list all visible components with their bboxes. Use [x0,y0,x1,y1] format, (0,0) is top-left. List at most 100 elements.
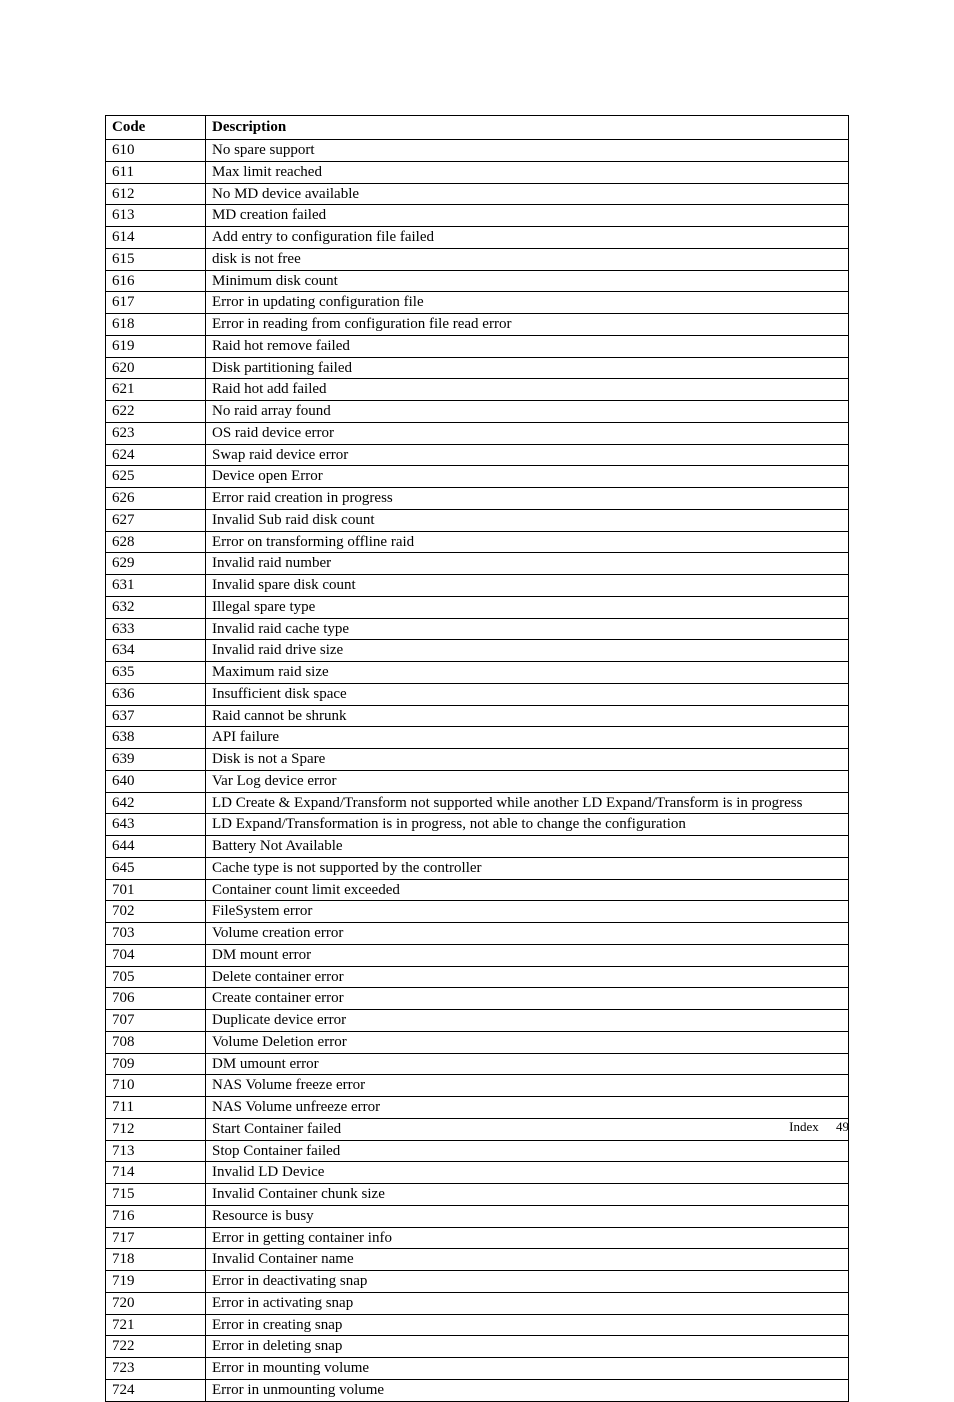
cell-code: 640 [106,770,206,792]
cell-code: 720 [106,1292,206,1314]
cell-description: Minimum disk count [206,270,849,292]
cell-description: Cache type is not supported by the contr… [206,857,849,879]
table-row: 712Start Container failed [106,1118,849,1140]
cell-code: 632 [106,596,206,618]
cell-description: Volume creation error [206,923,849,945]
cell-code: 713 [106,1140,206,1162]
table-row: 632Illegal spare type [106,596,849,618]
cell-code: 706 [106,988,206,1010]
cell-description: No spare support [206,140,849,162]
table-row: 704DM mount error [106,944,849,966]
table-row: 631Invalid spare disk count [106,575,849,597]
cell-description: LD Create & Expand/Transform not support… [206,792,849,814]
cell-description: Error in updating configuration file [206,292,849,314]
cell-description: Volume Deletion error [206,1031,849,1053]
cell-description: Delete container error [206,966,849,988]
table-row: 701Container count limit exceeded [106,879,849,901]
cell-description: disk is not free [206,248,849,270]
table-row: 640Var Log device error [106,770,849,792]
cell-description: OS raid device error [206,422,849,444]
cell-description: Error in unmounting volume [206,1379,849,1401]
table-row: 721Error in creating snap [106,1314,849,1336]
cell-description: No raid array found [206,401,849,423]
cell-description: Insufficient disk space [206,683,849,705]
page-footer: Index 49 [789,1119,849,1135]
table-row: 714Invalid LD Device [106,1162,849,1184]
table-row: 636Insufficient disk space [106,683,849,705]
cell-description: Add entry to configuration file failed [206,227,849,249]
cell-description: Invalid raid cache type [206,618,849,640]
table-row: 709DM umount error [106,1053,849,1075]
cell-description: Error in creating snap [206,1314,849,1336]
cell-code: 628 [106,531,206,553]
cell-code: 718 [106,1249,206,1271]
footer-page-number: 49 [836,1119,849,1134]
cell-code: 717 [106,1227,206,1249]
table-row: 645Cache type is not supported by the co… [106,857,849,879]
cell-description: Invalid spare disk count [206,575,849,597]
cell-description: Raid hot add failed [206,379,849,401]
cell-code: 618 [106,314,206,336]
cell-code: 634 [106,640,206,662]
cell-description: Maximum raid size [206,662,849,684]
table-row: 614Add entry to configuration file faile… [106,227,849,249]
cell-description: DM umount error [206,1053,849,1075]
cell-code: 721 [106,1314,206,1336]
cell-code: 702 [106,901,206,923]
table-row: 619Raid hot remove failed [106,335,849,357]
column-header-code: Code [106,116,206,140]
cell-description: Max limit reached [206,161,849,183]
table-row: 724Error in unmounting volume [106,1379,849,1401]
table-row: 627Invalid Sub raid disk count [106,509,849,531]
cell-code: 619 [106,335,206,357]
cell-code: 639 [106,749,206,771]
cell-code: 704 [106,944,206,966]
cell-code: 616 [106,270,206,292]
cell-code: 643 [106,814,206,836]
cell-description: Battery Not Available [206,836,849,858]
table-row: 618Error in reading from configuration f… [106,314,849,336]
cell-description: Start Container failed [206,1118,849,1140]
cell-code: 723 [106,1358,206,1380]
cell-description: Error raid creation in progress [206,488,849,510]
cell-description: Invalid raid number [206,553,849,575]
cell-code: 705 [106,966,206,988]
cell-description: Swap raid device error [206,444,849,466]
table-row: 716Resource is busy [106,1205,849,1227]
table-row: 621Raid hot add failed [106,379,849,401]
cell-description: API failure [206,727,849,749]
cell-code: 710 [106,1075,206,1097]
table-row: 703Volume creation error [106,923,849,945]
table-row: 638API failure [106,727,849,749]
cell-code: 631 [106,575,206,597]
cell-description: Illegal spare type [206,596,849,618]
table-row: 722Error in deleting snap [106,1336,849,1358]
cell-code: 701 [106,879,206,901]
cell-description: Error in mounting volume [206,1358,849,1380]
table-row: 717Error in getting container info [106,1227,849,1249]
cell-code: 613 [106,205,206,227]
cell-code: 716 [106,1205,206,1227]
cell-code: 722 [106,1336,206,1358]
table-header-row: Code Description [106,116,849,140]
cell-code: 624 [106,444,206,466]
cell-code: 623 [106,422,206,444]
cell-description: Error in activating snap [206,1292,849,1314]
cell-code: 645 [106,857,206,879]
table-row: 713Stop Container failed [106,1140,849,1162]
cell-description: Create container error [206,988,849,1010]
cell-code: 614 [106,227,206,249]
cell-code: 629 [106,553,206,575]
table-row: 628Error on transforming offline raid [106,531,849,553]
cell-code: 707 [106,1010,206,1032]
cell-description: LD Expand/Transformation is in progress,… [206,814,849,836]
table-row: 637Raid cannot be shrunk [106,705,849,727]
table-row: 715Invalid Container chunk size [106,1184,849,1206]
cell-description: Duplicate device error [206,1010,849,1032]
cell-description: Error in getting container info [206,1227,849,1249]
cell-description: Invalid Sub raid disk count [206,509,849,531]
column-header-description: Description [206,116,849,140]
cell-description: Error in deleting snap [206,1336,849,1358]
cell-code: 637 [106,705,206,727]
table-row: 634Invalid raid drive size [106,640,849,662]
